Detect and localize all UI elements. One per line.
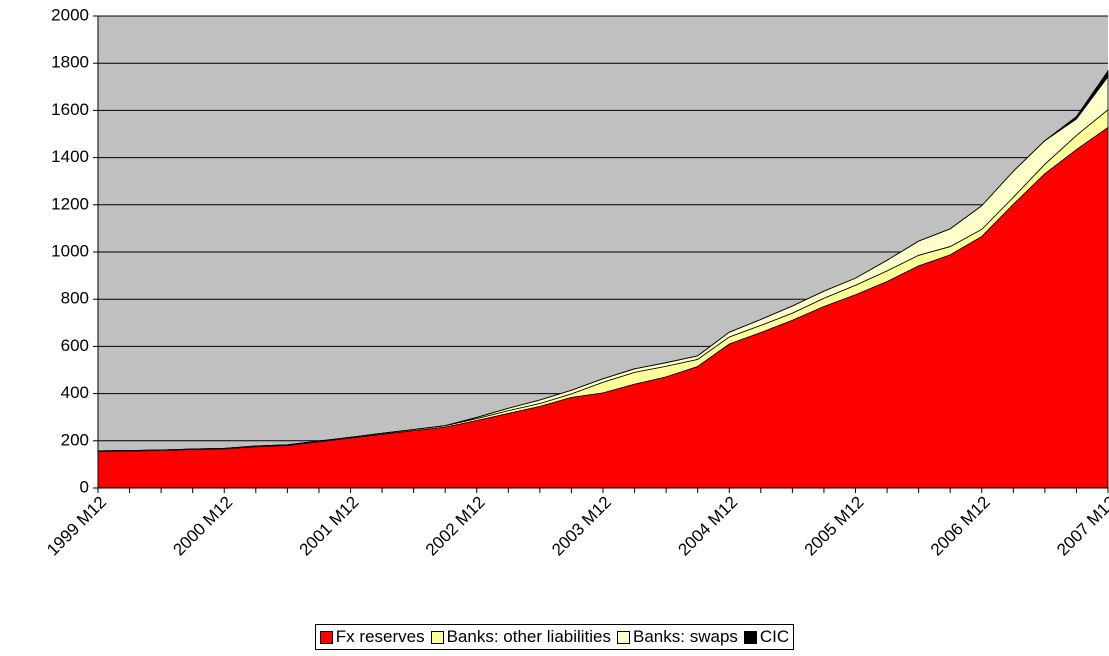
- legend: Fx reserves Banks: other liabilities Banks…: [0, 624, 1109, 650]
- y-tick-label: 400: [61, 383, 89, 402]
- legend-swatch: [319, 630, 333, 644]
- legend-label: CIC: [759, 627, 790, 646]
- legend-label: Banks: other liabilities: [446, 627, 612, 646]
- legend-item: Fx reserves: [319, 627, 425, 647]
- x-tick-label: 2003 M12: [548, 493, 615, 560]
- y-tick-label: 1200: [51, 194, 89, 213]
- area: [97, 69, 1109, 452]
- y-tick-label: 1600: [51, 100, 89, 119]
- x-tick-label: 2001 M12: [296, 493, 363, 560]
- legend-swatch: [743, 630, 757, 644]
- x-tick-label: 2007 M12: [1053, 493, 1109, 560]
- legend-item: Banks: other liabilities: [430, 627, 612, 647]
- y-tick-label: 1400: [51, 147, 89, 166]
- legend-item: Banks: swaps: [617, 627, 738, 647]
- legend-swatch: [617, 630, 631, 644]
- legend-label: Banks: swaps: [633, 627, 738, 646]
- y-tick-label: 2000: [51, 5, 89, 24]
- y-tick-label: 800: [61, 289, 89, 308]
- x-tick-label: 2004 M12: [674, 493, 741, 560]
- y-tick-label: 600: [61, 336, 89, 355]
- y-tick-label: 0: [80, 477, 89, 496]
- x-tick-label: 2002 M12: [422, 493, 489, 560]
- chart: 0 200 400 600 800 1000 1200 1400 1600 1800 2000 199…: [43, 5, 1109, 560]
- x-tick-label: 2000 M12: [169, 493, 236, 560]
- y-tick-label: 1800: [51, 53, 89, 72]
- y-tick-label: 200: [61, 430, 89, 449]
- legend-label: Fx reserves: [335, 627, 425, 646]
- x-tick-label: 1999 M12: [43, 493, 110, 560]
- legend-swatch: [430, 630, 444, 644]
- y-tick-label: 1000: [51, 241, 89, 260]
- legend-box: Fx reserves Banks: other liabilities Banks…: [314, 624, 795, 650]
- x-tick-label: 2006 M12: [927, 493, 994, 560]
- legend-item: CIC: [743, 627, 790, 647]
- x-tick-label: 2005 M12: [801, 493, 868, 560]
